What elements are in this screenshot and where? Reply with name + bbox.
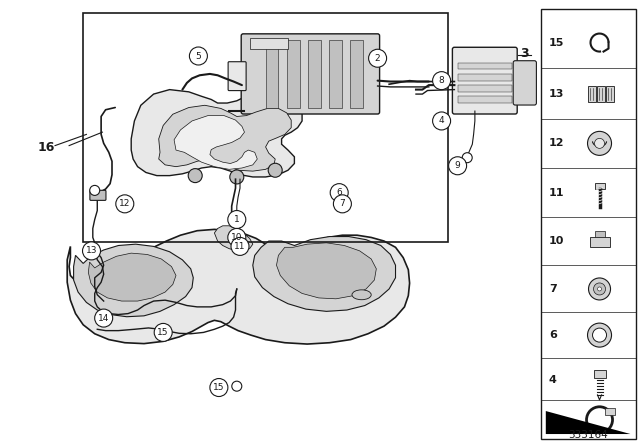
Circle shape (268, 163, 282, 177)
Circle shape (369, 49, 387, 67)
Text: 4: 4 (439, 116, 444, 125)
Text: 3: 3 (548, 415, 556, 425)
Circle shape (462, 153, 472, 163)
Polygon shape (214, 226, 253, 251)
Bar (593, 370, 605, 378)
Bar (588, 86, 596, 102)
Circle shape (95, 309, 113, 327)
Text: 333164: 333164 (568, 430, 608, 440)
Circle shape (231, 237, 249, 255)
Polygon shape (131, 90, 302, 177)
Text: 11: 11 (234, 242, 246, 251)
Text: 5: 5 (196, 52, 201, 60)
Text: 16: 16 (37, 141, 55, 155)
Polygon shape (458, 85, 512, 92)
Circle shape (449, 157, 467, 175)
Polygon shape (253, 237, 396, 311)
Text: 7: 7 (340, 199, 345, 208)
Circle shape (595, 138, 605, 148)
Circle shape (116, 195, 134, 213)
FancyBboxPatch shape (452, 47, 517, 114)
Text: 15: 15 (213, 383, 225, 392)
Bar (595, 183, 605, 189)
Circle shape (433, 72, 451, 90)
Polygon shape (67, 229, 410, 344)
Polygon shape (458, 96, 512, 103)
Polygon shape (350, 40, 363, 108)
Bar (605, 408, 614, 415)
Circle shape (228, 228, 246, 246)
Circle shape (189, 47, 207, 65)
Circle shape (593, 283, 605, 295)
Text: 9: 9 (455, 161, 460, 170)
Polygon shape (74, 244, 193, 317)
Bar (595, 231, 605, 237)
Text: 3: 3 (520, 47, 529, 60)
Text: 10: 10 (231, 233, 243, 242)
Polygon shape (458, 63, 512, 69)
Circle shape (230, 170, 244, 184)
Polygon shape (276, 243, 376, 299)
Bar (541, 9, 636, 439)
Polygon shape (88, 253, 176, 301)
Ellipse shape (352, 290, 371, 300)
Text: 4: 4 (548, 375, 557, 385)
Circle shape (210, 379, 228, 396)
Circle shape (588, 323, 612, 347)
Circle shape (83, 242, 100, 260)
Circle shape (333, 195, 351, 213)
Polygon shape (458, 74, 512, 81)
Bar (589, 237, 609, 247)
Text: 11: 11 (548, 188, 564, 198)
Text: 6: 6 (548, 330, 557, 340)
Text: 12: 12 (548, 138, 564, 148)
Text: 1: 1 (234, 215, 239, 224)
FancyBboxPatch shape (513, 61, 536, 105)
Polygon shape (266, 40, 278, 108)
Bar (250, 38, 288, 49)
Text: 13: 13 (548, 89, 564, 99)
Text: 2: 2 (375, 54, 380, 63)
Bar (605, 86, 614, 102)
Polygon shape (546, 411, 630, 434)
Circle shape (593, 328, 607, 342)
Circle shape (188, 168, 202, 183)
Text: 15: 15 (157, 328, 169, 337)
Polygon shape (174, 116, 257, 169)
FancyBboxPatch shape (90, 190, 106, 200)
Text: 10: 10 (548, 236, 564, 246)
Text: 15: 15 (548, 38, 564, 47)
Bar (83, 13, 448, 242)
Text: 13: 13 (86, 246, 97, 255)
Text: 12: 12 (119, 199, 131, 208)
Circle shape (232, 381, 242, 391)
Text: 14: 14 (98, 314, 109, 323)
Circle shape (154, 323, 172, 341)
Circle shape (228, 211, 246, 228)
Text: 7: 7 (548, 284, 557, 294)
FancyBboxPatch shape (228, 62, 246, 90)
Circle shape (433, 112, 451, 130)
Text: 6: 6 (337, 188, 342, 197)
Circle shape (588, 131, 612, 155)
FancyBboxPatch shape (241, 34, 380, 114)
Circle shape (90, 185, 100, 195)
Text: 8: 8 (439, 76, 444, 85)
Circle shape (330, 184, 348, 202)
Polygon shape (308, 40, 321, 108)
Polygon shape (329, 40, 342, 108)
Circle shape (589, 278, 611, 300)
Circle shape (598, 287, 602, 291)
Bar (596, 86, 605, 102)
Polygon shape (159, 105, 291, 171)
Polygon shape (287, 40, 300, 108)
